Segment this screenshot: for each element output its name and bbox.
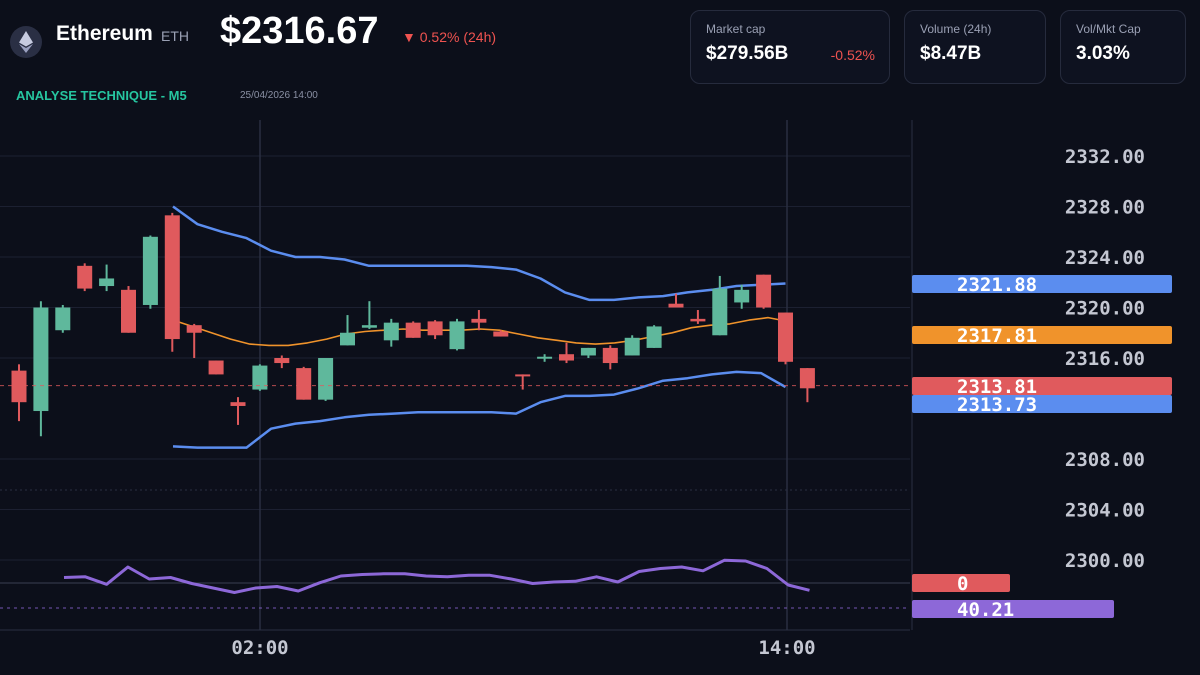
candle-body-1 — [33, 307, 49, 412]
candle-body-12 — [274, 358, 290, 364]
vol-mkt-cap-label: Vol/Mkt Cap — [1076, 22, 1141, 36]
value-label-box-1 — [912, 326, 1172, 344]
candle-body-3 — [77, 265, 93, 289]
candle-body-16 — [361, 325, 377, 328]
value-label-box-3 — [912, 395, 1172, 413]
candle-body-11 — [252, 365, 268, 390]
candle-body-32 — [712, 288, 728, 336]
moving-average-line — [172, 316, 788, 347]
candle-body-31 — [690, 318, 706, 322]
candle-body-19 — [427, 321, 443, 336]
candle-body-7 — [164, 215, 180, 340]
value-label-2: 2313.81 — [957, 376, 1037, 398]
header: Ethereum ETH $2316.67 ▼ 0.52% (24h) ANAL… — [0, 0, 1200, 110]
candle-body-30 — [668, 303, 684, 308]
market-cap-change: -0.52% — [830, 47, 875, 63]
candle-body-22 — [493, 331, 509, 337]
x-tick-label-0: 02:00 — [231, 637, 288, 659]
y-tick-label-4: 2316.00 — [1065, 348, 1145, 370]
candle-body-0 — [11, 370, 27, 403]
rsi-line — [63, 558, 810, 594]
price-change-24h: ▼ 0.52% (24h) — [402, 29, 497, 45]
candle-body-13 — [296, 368, 312, 400]
value-label-0: 2321.88 — [957, 274, 1037, 296]
value-label-box-2 — [912, 377, 1172, 395]
y-tick-label-5: 2308.00 — [1065, 449, 1145, 471]
candle-body-35 — [778, 312, 793, 362]
candle-body-33 — [734, 289, 750, 303]
y-tick-label-6: 2304.00 — [1065, 500, 1145, 522]
candle-body-36 — [799, 368, 815, 389]
candle-body-24 — [537, 356, 553, 359]
candle-body-34 — [756, 274, 772, 308]
candle-body-26 — [580, 347, 596, 356]
candle-body-15 — [340, 332, 355, 346]
volume-label: Volume (24h) — [920, 22, 992, 36]
value-label-box-4 — [912, 574, 1010, 592]
current-price: $2316.67 — [220, 10, 379, 52]
timestamp: 25/04/2026 14:00 — [240, 90, 318, 101]
volume-card: Volume (24h) $8.47B — [904, 10, 1046, 84]
value-label-1: 2317.81 — [957, 325, 1037, 347]
market-cap-card: Market cap $279.56B -0.52% — [690, 10, 890, 84]
candle-body-17 — [383, 322, 399, 341]
candle-body-20 — [449, 321, 465, 350]
vol-mkt-cap-card: Vol/Mkt Cap 3.03% — [1060, 10, 1186, 84]
candle-body-29 — [646, 326, 662, 348]
candle-body-8 — [186, 325, 202, 333]
candle-body-28 — [624, 337, 640, 356]
y-tick-label-2: 2324.00 — [1065, 247, 1145, 269]
bollinger-upper-line — [172, 205, 786, 302]
candle-body-25 — [559, 354, 574, 361]
y-tick-label-3: 2320.00 — [1065, 298, 1145, 320]
value-label-4: 0 — [957, 573, 968, 595]
candle-body-5 — [121, 289, 136, 333]
value-label-box-0 — [912, 275, 1172, 293]
candle-body-2 — [55, 307, 71, 331]
candle-body-4 — [99, 278, 115, 287]
y-tick-label-0: 2332.00 — [1065, 146, 1145, 168]
vol-mkt-cap-value: 3.03% — [1076, 43, 1130, 64]
candle-body-23 — [515, 374, 531, 377]
value-label-3: 2313.73 — [957, 394, 1037, 416]
coin-name: Ethereum — [56, 22, 153, 45]
candle-body-10 — [230, 402, 246, 406]
coin-ticker: ETH — [161, 28, 189, 44]
x-tick-label-1: 14:00 — [758, 637, 815, 659]
volume-value: $8.47B — [920, 43, 982, 64]
y-tick-label-1: 2328.00 — [1065, 197, 1145, 219]
candle-body-27 — [602, 347, 618, 364]
candle-body-21 — [471, 318, 487, 323]
value-label-box-5 — [912, 600, 1114, 618]
value-label-5: 40.21 — [957, 599, 1014, 621]
analysis-subtitle: ANALYSE TECHNIQUE - M5 — [16, 88, 187, 103]
candle-body-6 — [142, 236, 158, 305]
bollinger-lower-line — [172, 370, 787, 449]
y-tick-label-7: 2300.00 — [1065, 550, 1145, 572]
candle-body-9 — [208, 360, 224, 375]
market-cap-label: Market cap — [706, 22, 766, 36]
ethereum-logo-icon — [10, 26, 42, 58]
market-cap-value: $279.56B — [706, 43, 789, 64]
candle-body-18 — [405, 322, 421, 338]
candle-body-14 — [318, 358, 334, 400]
